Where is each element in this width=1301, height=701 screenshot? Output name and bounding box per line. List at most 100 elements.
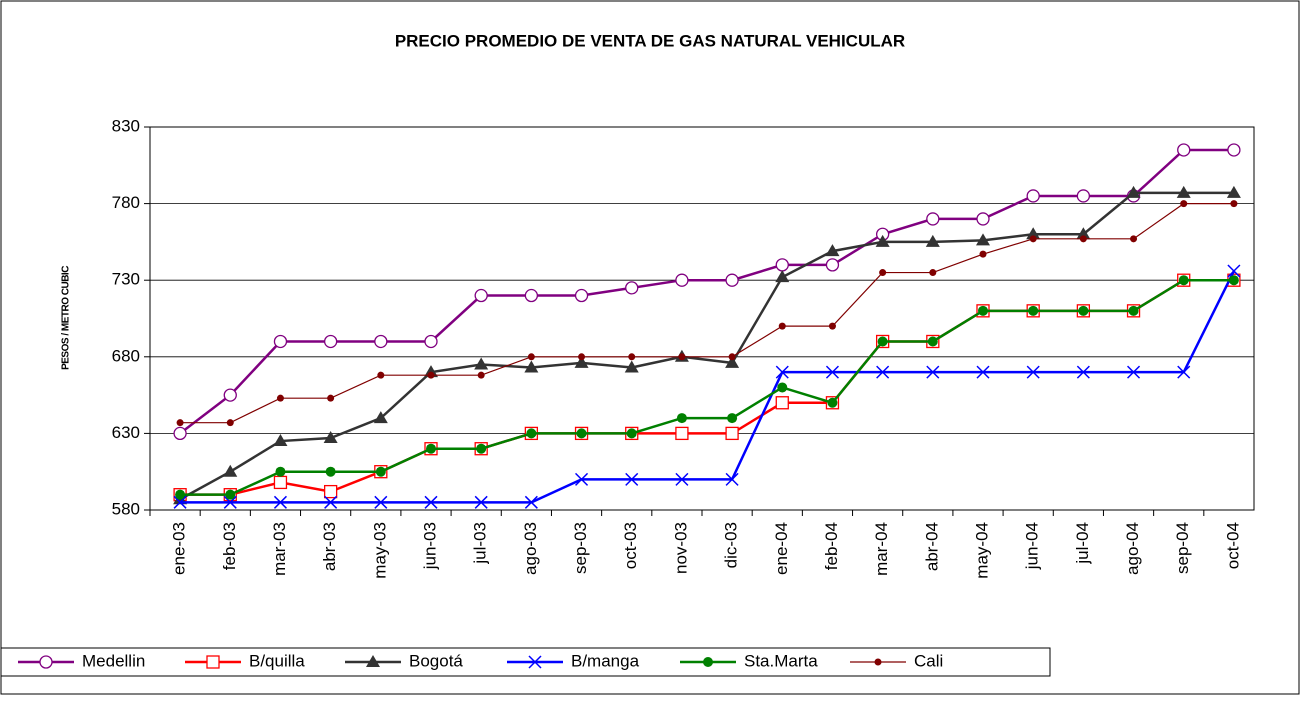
- point: [426, 443, 436, 454]
- point: [366, 655, 380, 667]
- point: [825, 258, 840, 272]
- point: [976, 212, 990, 226]
- series: [173, 264, 1241, 509]
- x-tick-label: jun-03: [420, 522, 439, 570]
- line: [180, 203, 1234, 424]
- legend-label: B/manga: [571, 651, 640, 670]
- point: [678, 353, 686, 361]
- y-tick-label: 680: [112, 346, 140, 365]
- point: [828, 322, 836, 330]
- point: [676, 413, 687, 424]
- legend-label: Cali: [914, 651, 943, 670]
- point: [325, 466, 336, 477]
- point: [173, 495, 187, 509]
- point: [675, 273, 689, 287]
- point: [875, 234, 890, 247]
- point: [1076, 189, 1091, 203]
- point: [877, 336, 888, 347]
- point: [474, 288, 488, 303]
- point: [874, 658, 882, 666]
- point: [39, 655, 53, 669]
- point: [725, 355, 740, 368]
- point: [777, 382, 788, 393]
- point: [1177, 365, 1191, 379]
- point: [775, 270, 790, 283]
- point: [1026, 189, 1040, 203]
- x-tick-label: ene-04: [772, 522, 791, 575]
- point: [323, 484, 338, 499]
- x-tick-label: jul-03: [471, 522, 490, 565]
- point: [1180, 200, 1188, 208]
- point: [925, 234, 940, 247]
- point: [226, 419, 234, 427]
- series: [173, 143, 1241, 441]
- y-axis-label: PESOS / METRO CUBIC: [61, 266, 72, 370]
- point: [524, 495, 538, 509]
- point: [574, 288, 589, 303]
- x-tick-label: ago-03: [521, 522, 540, 575]
- y-tick-label: 830: [112, 116, 140, 135]
- point: [223, 388, 237, 402]
- point: [775, 365, 789, 379]
- point: [626, 428, 637, 439]
- chart-title: PRECIO PROMEDIO DE VENTA DE GAS NATURAL …: [395, 31, 905, 50]
- point: [526, 428, 537, 439]
- point: [1227, 143, 1241, 157]
- point: [976, 233, 990, 246]
- point: [879, 269, 887, 277]
- x-tick-label: abr-03: [320, 522, 339, 571]
- point: [424, 334, 438, 349]
- point: [976, 365, 990, 379]
- x-tick-label: feb-03: [220, 522, 239, 570]
- point: [374, 334, 388, 349]
- point: [775, 396, 789, 410]
- point: [223, 464, 238, 477]
- point: [225, 489, 236, 500]
- point: [1028, 305, 1039, 316]
- x-tick-label: nov-03: [671, 522, 690, 574]
- point: [978, 305, 988, 316]
- point: [725, 426, 739, 441]
- point: [323, 334, 338, 349]
- point: [273, 434, 288, 447]
- point: [725, 273, 739, 287]
- point: [273, 334, 288, 349]
- point: [728, 353, 736, 361]
- point: [1228, 275, 1239, 286]
- point: [1078, 305, 1089, 316]
- point: [775, 258, 789, 272]
- point: [576, 428, 587, 439]
- point: [927, 336, 938, 347]
- point: [206, 655, 220, 669]
- point: [926, 212, 940, 226]
- x-tick-label: mar-03: [270, 522, 289, 576]
- point: [173, 426, 187, 441]
- point: [825, 244, 840, 257]
- series: [176, 200, 1238, 427]
- series: [173, 185, 1241, 505]
- point: [1029, 235, 1037, 243]
- point: [625, 472, 639, 486]
- point: [273, 475, 288, 490]
- point: [474, 357, 489, 370]
- point: [424, 365, 438, 378]
- point: [175, 489, 186, 500]
- point: [926, 365, 940, 379]
- point: [477, 371, 485, 379]
- point: [1226, 185, 1241, 198]
- point: [276, 394, 284, 402]
- x-tick-label: ago-04: [1123, 522, 1142, 575]
- point: [1079, 235, 1087, 243]
- y-tick-label: 730: [112, 270, 140, 289]
- point: [474, 495, 488, 509]
- point: [1227, 264, 1241, 278]
- point: [575, 472, 589, 486]
- point: [578, 353, 586, 361]
- point: [703, 657, 713, 667]
- point: [424, 495, 438, 509]
- point: [1128, 305, 1139, 316]
- point: [223, 495, 237, 509]
- point: [574, 355, 589, 368]
